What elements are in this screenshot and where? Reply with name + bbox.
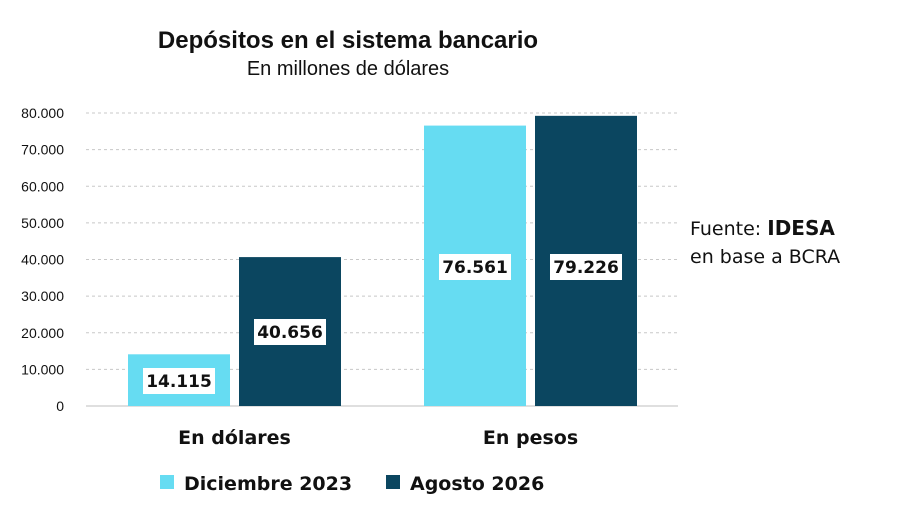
x-axis-categories: En dólares En pesos <box>178 427 578 449</box>
x-category-label: En dólares <box>178 427 291 449</box>
y-tick-label: 70.000 <box>21 142 64 158</box>
data-label: 79.226 <box>553 258 619 278</box>
data-label-box <box>254 319 326 345</box>
y-axis-ticks: 0 10.000 20.000 30.000 40.000 50.000 60.000 70.… <box>21 105 64 414</box>
y-tick-label: 0 <box>56 398 64 414</box>
legend: Diciembre 2023 Agosto 2026 <box>160 473 544 495</box>
chart-subtitle: En millones de dólares <box>247 58 449 80</box>
legend-swatch <box>160 475 174 489</box>
svg-text:Fuente: IDESA: Fuente: IDESA <box>690 216 835 240</box>
data-label: 76.561 <box>442 258 508 278</box>
y-tick-label: 30.000 <box>21 288 64 304</box>
data-label-box <box>143 368 215 394</box>
y-tick-label: 50.000 <box>21 215 64 231</box>
bars: 14.115 40.656 76.561 79.226 <box>128 115 637 406</box>
source-prefix: Fuente: <box>690 218 767 240</box>
gridlines <box>86 112 678 370</box>
y-tick-label: 10.000 <box>21 361 64 377</box>
x-category-label: En pesos <box>483 427 578 449</box>
data-label: 14.115 <box>146 372 212 392</box>
y-tick-label: 40.000 <box>21 252 64 268</box>
legend-label: Diciembre 2023 <box>184 473 352 495</box>
legend-label: Agosto 2026 <box>410 473 544 495</box>
data-label: 40.656 <box>257 323 323 343</box>
data-label-box <box>550 254 622 280</box>
source-line2: en base a BCRA <box>690 246 840 268</box>
source-brand: IDESA <box>767 216 835 240</box>
y-tick-label: 60.000 <box>21 178 64 194</box>
y-tick-label: 20.000 <box>21 325 64 341</box>
data-label-box <box>439 254 511 280</box>
source-note: Fuente: IDESA en base a BCRA <box>690 216 840 268</box>
chart-title: Depósitos en el sistema bancario <box>158 27 538 54</box>
y-tick-label: 80.000 <box>21 105 64 121</box>
legend-swatch <box>386 475 400 489</box>
